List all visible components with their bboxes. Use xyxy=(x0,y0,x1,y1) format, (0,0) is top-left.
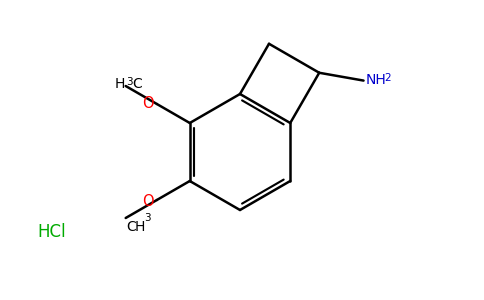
Text: 2: 2 xyxy=(385,73,391,82)
Text: HCl: HCl xyxy=(38,223,66,241)
Text: 3: 3 xyxy=(144,213,151,223)
Text: H: H xyxy=(135,220,145,234)
Text: 3: 3 xyxy=(126,77,132,87)
Text: O: O xyxy=(142,95,154,110)
Text: C: C xyxy=(127,220,136,234)
Text: C: C xyxy=(133,77,142,91)
Text: H: H xyxy=(114,77,125,91)
Text: O: O xyxy=(142,194,154,208)
Text: NH: NH xyxy=(365,73,386,87)
